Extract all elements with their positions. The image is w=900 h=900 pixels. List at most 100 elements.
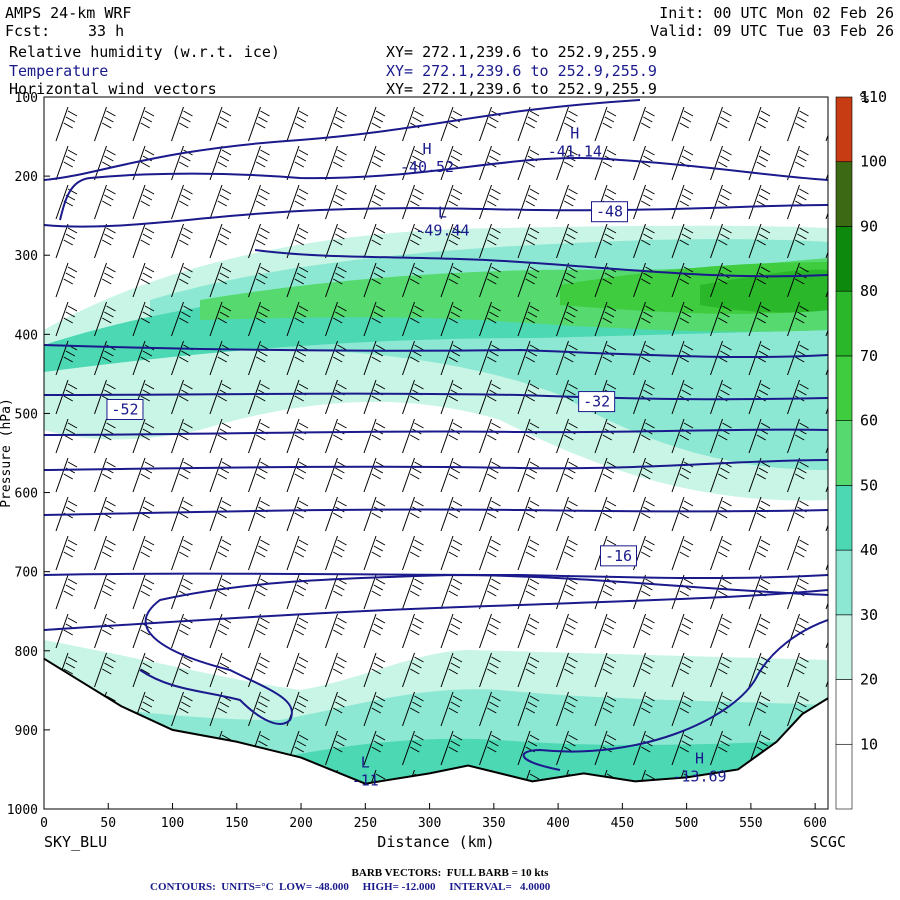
field-wind-xy: XY= 272.1,239.6 to 252.9,255.9 [386,80,657,98]
wind-barb [440,652,463,688]
wind-barb [479,574,501,610]
extremum-label: L-11 [352,753,379,789]
wind-barb [94,145,116,181]
colorbar-label: 40 [860,541,878,559]
wind-barb [440,184,463,220]
wind-barb [286,340,309,376]
wind-barb [517,184,540,220]
svg-text:-41.14: -41.14 [548,142,602,160]
wind-barb [55,574,78,610]
wind-barb [556,613,578,649]
wind-barb [325,691,347,727]
wind-barb [55,106,78,142]
wind-barb [787,496,809,532]
wind-barb [363,691,386,727]
wind-barb [594,691,617,727]
wind-barb [517,106,540,142]
wind-barb [171,613,193,649]
wind-barb [171,457,193,493]
wind-barb [633,730,655,766]
wind-barb [671,652,694,688]
wind-barb [594,106,617,142]
wind-barb [325,496,347,532]
y-tick-label: 100 [15,91,38,106]
wind-barb [710,262,732,298]
wind-barb [402,574,424,610]
wind-barb [248,613,270,649]
wind-barb [402,457,424,493]
wind-barb [363,184,386,220]
svg-text:-49.44: -49.44 [415,221,469,239]
wind-barb [171,691,193,727]
wind-barb [671,184,694,220]
wind-barb [132,184,155,220]
colorbar-segment [835,355,853,421]
wind-barb [55,535,78,571]
x-tick-label: 100 [161,816,184,831]
wind-barb [787,457,809,493]
isotherm-2 [44,204,828,228]
x-tick-label: 250 [354,816,377,831]
colorbar-segment [835,161,853,227]
wind-barb [248,262,270,298]
wind-barb [325,340,347,376]
isotherm-12 [522,619,828,771]
wind-barb [402,301,424,337]
wind-barb [671,106,694,142]
wind-barb [633,301,655,337]
wind-barb [209,301,232,337]
wind-barb [440,730,463,766]
colorbar-label: 100 [860,153,887,171]
wind-barb [517,535,540,571]
wind-barb [517,301,540,337]
wind-barb [787,184,809,220]
wind-barb [363,223,386,259]
wind-barb [671,730,694,766]
wind-barb [94,262,116,298]
wind-barb [209,691,232,727]
wind-barb [517,262,540,298]
wind-barb [865,302,886,336]
y-tick-label: 700 [15,566,38,581]
wind-barb [286,184,309,220]
wind-barb [710,613,732,649]
wind-barb [517,691,540,727]
wind-barb [787,223,809,259]
colorbar-segment [835,96,853,163]
y-axis-label: Pressure (hPa) [0,398,14,508]
wind-barb [94,418,116,454]
wind-barb [402,418,424,454]
wind-barb [132,535,155,571]
wind-barb [479,730,501,766]
wind-barb [633,613,655,649]
wind-barb [556,301,578,337]
wind-barb [248,418,270,454]
init-time: Init: 00 UTC Mon 02 Feb 26 [659,4,894,22]
wind-barb [671,223,694,259]
wind-barb [55,262,78,298]
wind-barb [671,145,694,181]
extremum-label: H-41.14 [548,124,602,160]
wind-barb [171,652,193,688]
wind-barb [55,301,78,337]
wind-barb [517,340,540,376]
wind-barb [710,730,732,766]
wind-barb [325,262,347,298]
wind-barb [594,457,617,493]
colorbar-label: 90 [860,217,878,235]
wind-barb [633,184,655,220]
wind-barb [517,652,540,688]
wind-barb [748,613,771,649]
isotherm-8 [44,508,828,516]
contour-labels: -52 -32-48-16H-40.52H-41.14L-49.44L-11H-1… [106,124,727,789]
wind-barb [363,613,386,649]
wind-barb [55,184,78,220]
wind-barb [440,691,463,727]
wind-barb [286,379,309,415]
wind-barb [248,457,270,493]
wind-barb [479,496,501,532]
wind-barb [209,535,232,571]
wind-barb [787,613,809,649]
wind-barb [671,574,694,610]
colorbar-segment [835,679,853,745]
